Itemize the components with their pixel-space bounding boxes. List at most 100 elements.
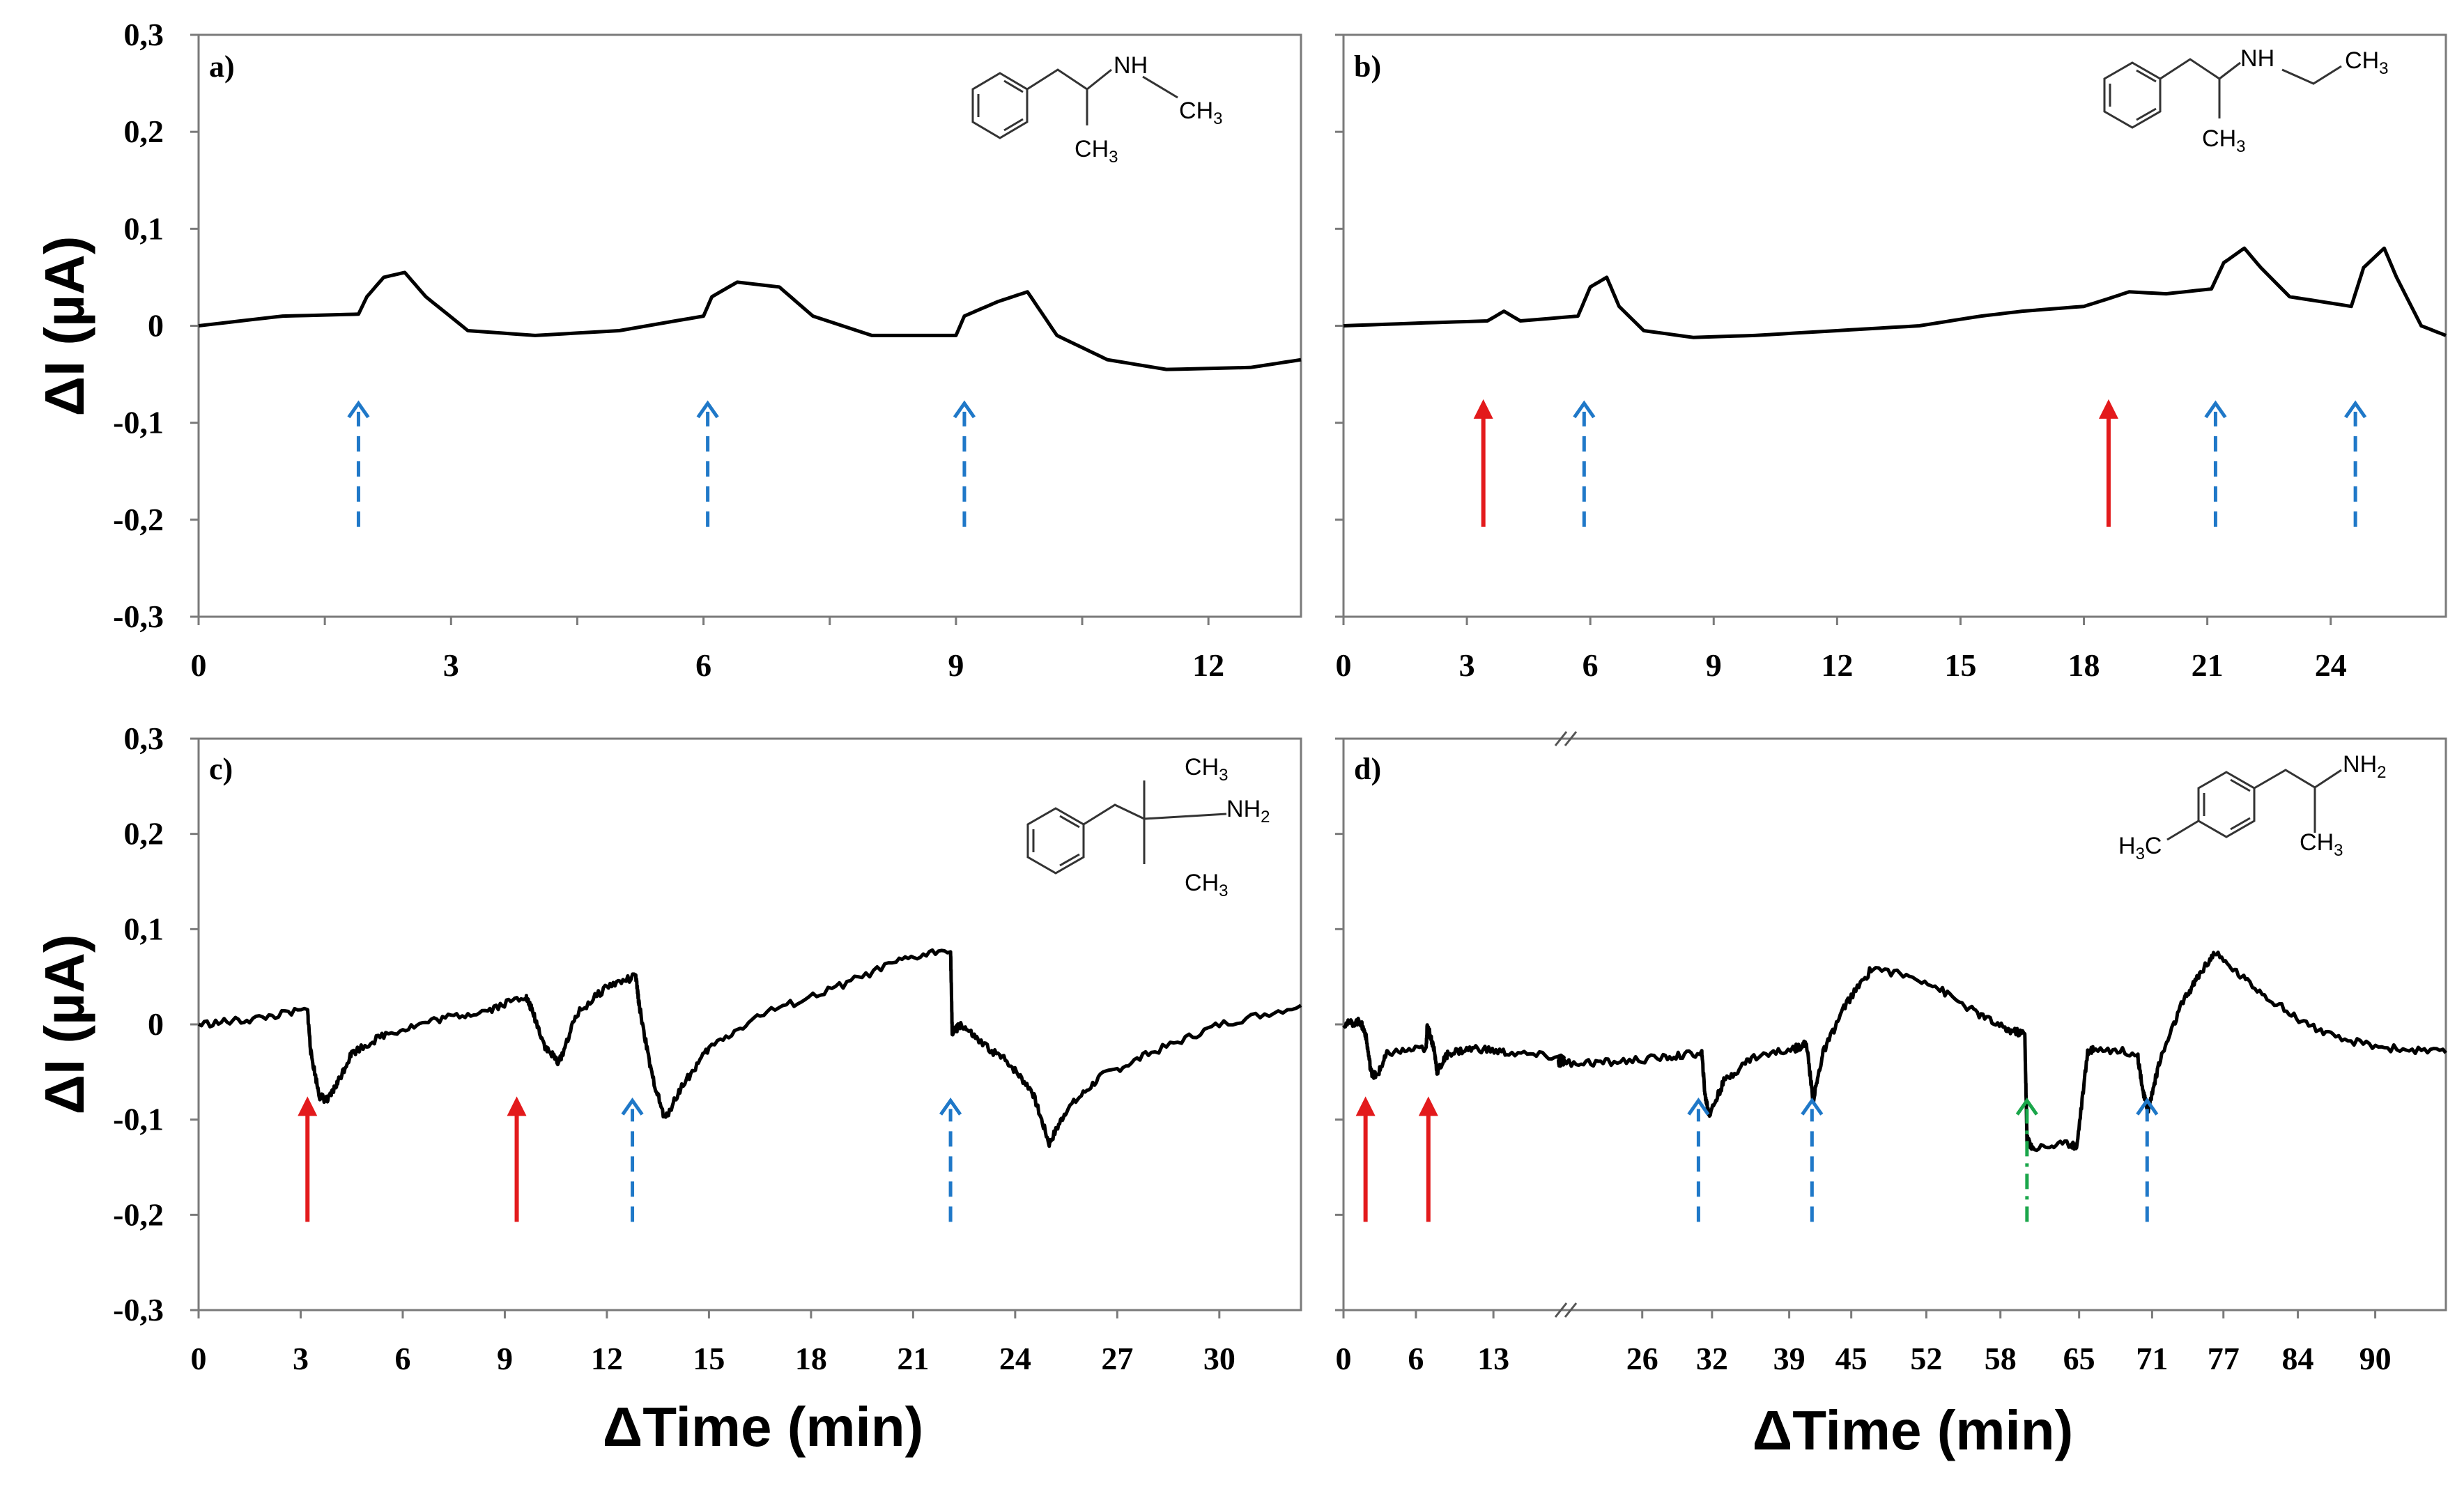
- molecule-a-label-1: NH: [1114, 52, 1148, 79]
- molecule-d: NH2 CH3 H3C: [2118, 751, 2386, 863]
- panel-b-x-tick-label: 6: [1583, 647, 1599, 683]
- molecule-c: CH3 NH2 CH3: [1026, 754, 1270, 900]
- y-axis-title-bottom: ΔI (µA): [33, 934, 95, 1114]
- panel-c-x-tick-label: 15: [693, 1341, 725, 1376]
- panel-c-frame: [197, 737, 1302, 1311]
- panel-b-x-tick-label: 9: [1706, 647, 1722, 683]
- panel-a-x-tick-label: 9: [948, 647, 964, 683]
- panel-c-y-tick-label: 0,1: [124, 911, 164, 946]
- panel-b-arrow-blue-head: [2344, 400, 2367, 419]
- panel-d-arrow-red-head: [1418, 1096, 1438, 1116]
- panel-c-trace: [197, 948, 1302, 1148]
- panel-c-x-tick-label: 6: [394, 1341, 410, 1376]
- panel-b-arrow-red-head: [2098, 399, 2118, 419]
- molecule-a-label-2: CH3: [1179, 98, 1222, 128]
- molecule-a: NH CH3 CH3: [971, 52, 1222, 167]
- x-axis-title-right: ΔTime (min): [1753, 1399, 2074, 1461]
- molecule-d-label-1: NH2: [2343, 751, 2386, 782]
- panel-a-y-tick-label: 0,3: [124, 17, 164, 52]
- panel-c-x-tick-label: 12: [591, 1341, 623, 1376]
- panel-a-arrow-blue-head: [953, 400, 976, 419]
- panel-a-x-tick-label: 3: [443, 647, 459, 683]
- panel-d-x-tick-label: 6: [1408, 1341, 1424, 1376]
- molecule-b-label-2: CH3: [2345, 47, 2388, 78]
- chart-marks: 0,3 0,2 0,1 0 -0,1 -0,2 -0,3 0 3 6 9 12 0 3 6 9 12 15 18 21…: [113, 17, 2447, 1376]
- molecule-c-label-1: CH3: [1185, 754, 1228, 785]
- panel-d-label: d): [1354, 752, 1381, 786]
- panel-d-x-tick-label: 52: [1910, 1341, 1942, 1376]
- panel-d-x-tick-label: 90: [2359, 1341, 2392, 1376]
- panel-a-trace: [198, 270, 1302, 371]
- panel-b-x-tick-label: 18: [2068, 647, 2100, 683]
- panel-d-arrow-blue-head: [1801, 1097, 1824, 1116]
- panel-a-y-tick-label: -0,2: [113, 502, 164, 537]
- molecule-b-label-3: CH3: [2202, 125, 2245, 156]
- molecule-b-label-1: NH: [2240, 45, 2274, 72]
- panel-b-arrow-blue-head: [2204, 400, 2227, 419]
- x-axis-title-left: ΔTime (min): [603, 1396, 924, 1458]
- panel-d-x-tick-label: 77: [2208, 1341, 2240, 1376]
- panel-d-x-tick-label: 26: [1626, 1341, 1658, 1376]
- panel-d-x-tick-label: 0: [1336, 1341, 1352, 1376]
- panel-d-x-tick-label: 13: [1477, 1341, 1509, 1376]
- panel-c-arrow-red-head: [507, 1096, 527, 1116]
- panel-a-y-tick-label: 0,2: [124, 114, 164, 149]
- panel-b-x-tick-label: 15: [1944, 647, 1976, 683]
- panel-d-x-tick-label: 39: [1773, 1341, 1805, 1376]
- panel-d-arrow-red-head: [1355, 1096, 1376, 1116]
- panel-a-y-tick-label: -0,3: [113, 599, 164, 634]
- panel-d-arrow-blue-head: [1687, 1097, 1710, 1116]
- panel-a-x-tick-label: 12: [1192, 647, 1224, 683]
- panel-b-x-tick-label: 0: [1336, 647, 1352, 683]
- panel-a-y-tick-label: -0,1: [113, 405, 164, 440]
- panel-c-x-tick-label: 3: [293, 1341, 309, 1376]
- molecule-b: NH CH3 CH3: [2103, 45, 2388, 156]
- panel-d-x-tick-label: 45: [1835, 1341, 1868, 1376]
- axis-break-bottom: [1554, 1302, 1578, 1318]
- panel-c-y-tick-label: -0,2: [113, 1197, 164, 1232]
- panel-c-x-tick-label: 24: [999, 1341, 1031, 1376]
- y-axis-title-top: ΔI (µA): [33, 236, 95, 416]
- panel-a-label: a): [209, 49, 235, 84]
- panel-d-x-tick-label: 84: [2282, 1341, 2314, 1376]
- panel-c-y-tick-label: 0,2: [124, 816, 164, 852]
- panel-c-label: c): [209, 752, 233, 786]
- panel-c-x-tick-label: 30: [1203, 1341, 1235, 1376]
- panel-a-arrow-blue-head: [696, 400, 719, 419]
- panel-c-x-tick-label: 21: [897, 1341, 929, 1376]
- panel-d-x-tick-label: 32: [1696, 1341, 1728, 1376]
- molecule-c-label-2: NH2: [1226, 796, 1270, 826]
- panel-c-arrow-red-head: [298, 1096, 318, 1116]
- panel-b-arrow-blue-head: [1573, 400, 1596, 419]
- panel-b-x-tick-label: 3: [1459, 647, 1475, 683]
- panel-d-trace: [1342, 951, 2447, 1153]
- panel-a-y-tick-label: 0,1: [124, 210, 164, 246]
- panel-d-x-tick-label: 71: [2136, 1341, 2168, 1376]
- panel-d-arrow-green-head: [2015, 1097, 2038, 1116]
- molecule-c-label-3: CH3: [1185, 870, 1228, 900]
- panel-c-y-tick-label: 0,3: [124, 721, 164, 756]
- panel-c-y-tick-label: -0,1: [113, 1102, 164, 1137]
- panel-a-frame: [197, 33, 1302, 618]
- panel-b-x-tick-label: 12: [1821, 647, 1853, 683]
- panel-a-y-tick-label: 0: [148, 308, 164, 344]
- panel-d-x-tick-label: 65: [2063, 1341, 2095, 1376]
- panel-a-x-tick-label: 6: [695, 647, 711, 683]
- panel-c-x-tick-label: 27: [1101, 1341, 1133, 1376]
- molecule-d-label-2: CH3: [2300, 829, 2343, 860]
- panel-a-arrow-blue-head: [347, 400, 370, 419]
- panel-c-arrow-blue-head: [939, 1097, 962, 1116]
- panel-b-arrow-red-head: [1473, 399, 1493, 419]
- panel-b-label: b): [1354, 49, 1381, 84]
- panel-d-arrow-blue-head: [2136, 1097, 2159, 1116]
- panel-c-x-tick-label: 18: [795, 1341, 827, 1376]
- panel-d-frame: [1342, 737, 2447, 1311]
- panel-c-x-tick-label: 9: [497, 1341, 513, 1376]
- panel-c-y-tick-label: -0,3: [113, 1292, 164, 1328]
- panel-c-x-tick-label: 0: [191, 1341, 207, 1376]
- molecule-a-label-3: CH3: [1075, 136, 1118, 167]
- panel-b-x-tick-label: 24: [2315, 647, 2347, 683]
- panel-b-x-tick-label: 21: [2192, 647, 2224, 683]
- panel-c-y-tick-label: 0: [148, 1006, 164, 1042]
